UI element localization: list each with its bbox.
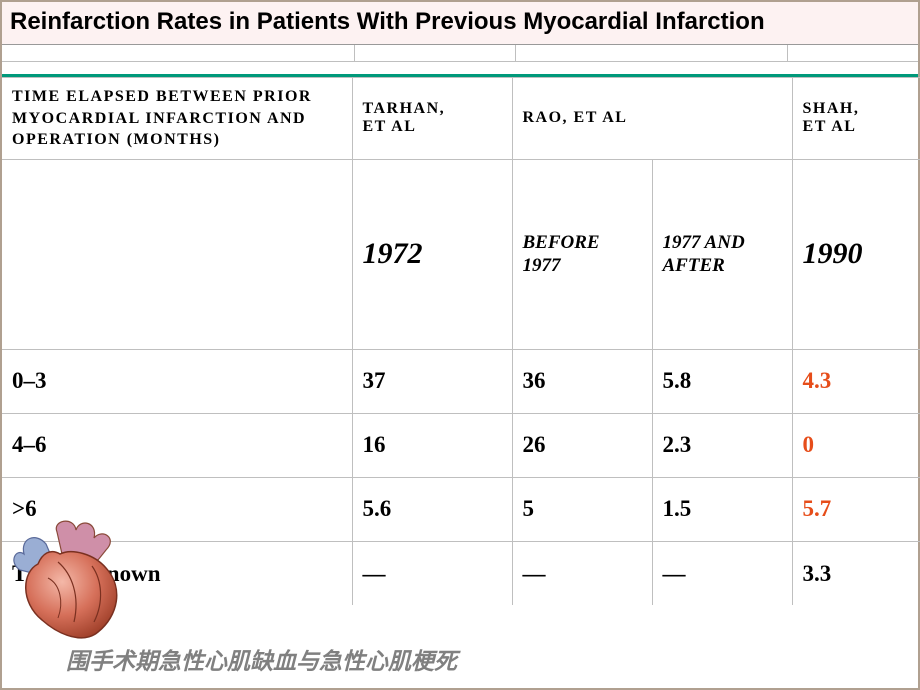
cell: — (352, 541, 512, 605)
table-row: 4–6 16 26 2.3 0 (2, 413, 920, 477)
spacer-table (2, 45, 918, 62)
header-text: ET AL (803, 118, 857, 135)
cell: 37 (352, 349, 512, 413)
cell: 2.3 (652, 413, 792, 477)
year-label: AFTER (663, 255, 725, 276)
header-text: SHAH, (803, 100, 860, 117)
year-label: 1990 (803, 237, 863, 270)
year-before-1977: BEFORE 1977 (512, 159, 652, 349)
year-label: 1977 (523, 255, 561, 276)
heart-icon (2, 514, 142, 654)
year-label: 1972 (363, 237, 423, 270)
header-time-elapsed: TIME ELAPSED BETWEEN PRIOR MYOCARDIAL IN… (2, 78, 352, 160)
header-text: MYOCARDIAL INFARCTION AND (12, 110, 306, 127)
year-1977-after: 1977 AND AFTER (652, 159, 792, 349)
cell: 5.8 (652, 349, 792, 413)
table-year-row: 1972 BEFORE 1977 1977 AND AFTER 1990 (2, 159, 920, 349)
header-rao: RAO, ET AL (512, 78, 792, 160)
year-label: BEFORE (523, 232, 600, 253)
header-text: TARHAN, (363, 100, 446, 117)
year-1972: 1972 (352, 159, 512, 349)
cell: 5 (512, 477, 652, 541)
row-label: 0–3 (2, 349, 352, 413)
header-text: RAO, ET AL (523, 109, 628, 126)
cell: 5.6 (352, 477, 512, 541)
year-label: 1977 AND (663, 232, 745, 253)
header-tarhan: TARHAN, ET AL (352, 78, 512, 160)
header-text: OPERATION (MONTHS) (12, 131, 220, 148)
header-shah: SHAH, ET AL (792, 78, 920, 160)
header-text: ET AL (363, 118, 417, 135)
table-header-row: TIME ELAPSED BETWEEN PRIOR MYOCARDIAL IN… (2, 78, 920, 160)
year-blank (2, 159, 352, 349)
cell: — (512, 541, 652, 605)
page-title: Reinfarction Rates in Patients With Prev… (10, 8, 910, 36)
cell: — (652, 541, 792, 605)
cell: 1.5 (652, 477, 792, 541)
header-text: TIME ELAPSED BETWEEN PRIOR (12, 88, 312, 105)
cell: 36 (512, 349, 652, 413)
cell-highlight: 0 (792, 413, 920, 477)
cell: 26 (512, 413, 652, 477)
cell: 3.3 (792, 541, 920, 605)
table-row: 0–3 37 36 5.8 4.3 (2, 349, 920, 413)
title-bar: Reinfarction Rates in Patients With Prev… (2, 2, 918, 45)
row-label: 4–6 (2, 413, 352, 477)
cell: 16 (352, 413, 512, 477)
cell-highlight: 5.7 (792, 477, 920, 541)
year-1990: 1990 (792, 159, 920, 349)
cell-highlight: 4.3 (792, 349, 920, 413)
